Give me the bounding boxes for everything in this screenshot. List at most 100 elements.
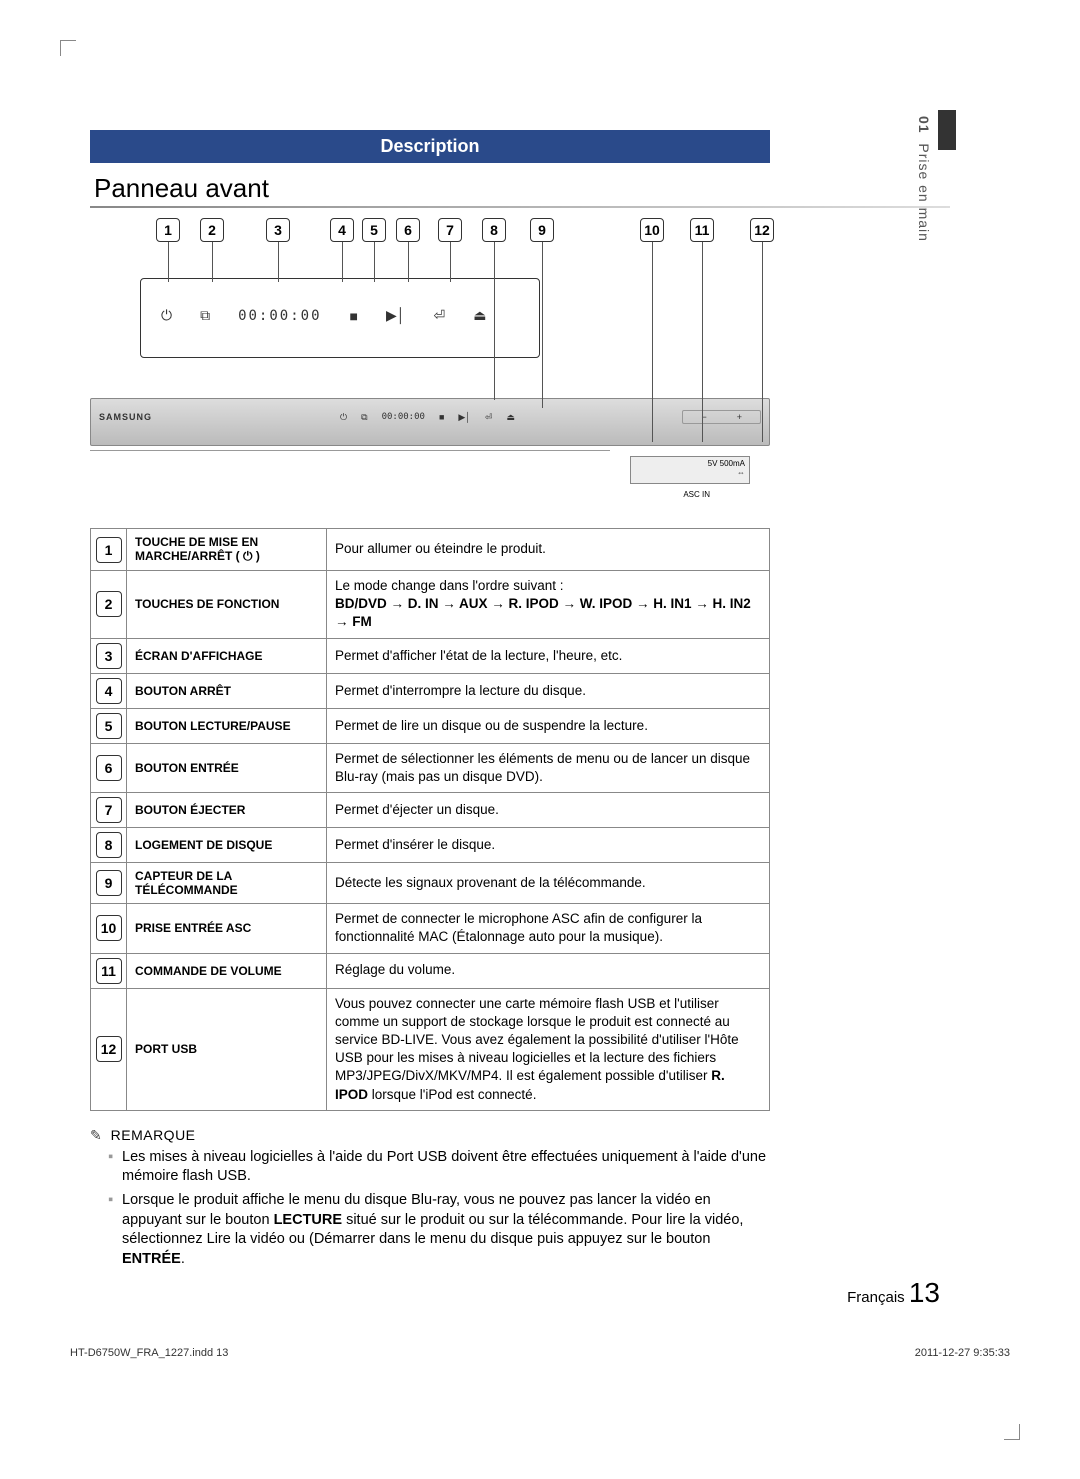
row-number: 7 <box>96 797 122 823</box>
remark-title: ✎ REMARQUE <box>90 1127 770 1144</box>
leader-5 <box>374 242 375 282</box>
title-underline <box>90 206 950 208</box>
device-display: 00:00:00 <box>382 412 425 422</box>
row-desc: Permet de lire un disque ou de suspendre… <box>327 708 770 743</box>
remark-block: ✎ REMARQUE Les mises à niveau logicielle… <box>90 1127 770 1269</box>
device-icon: ⧉ <box>361 412 367 423</box>
disc-tray-line <box>90 450 610 451</box>
callout-7: 7 <box>438 218 462 242</box>
row-term: PORT USB <box>127 988 327 1110</box>
zoom-icon-6: ⏏ <box>473 307 486 324</box>
crop-mark-br <box>1004 1424 1020 1440</box>
row-term: COMMANDE DE VOLUME <box>127 953 327 988</box>
device-icon: ⏻ <box>340 412 347 423</box>
table-row: 11COMMANDE DE VOLUMERéglage du volume. <box>91 953 770 988</box>
leader-1 <box>168 242 169 282</box>
table-row: 8LOGEMENT DE DISQUEPermet d'insérer le d… <box>91 828 770 863</box>
section-title: Panneau avant <box>90 173 950 204</box>
row-number: 2 <box>96 591 122 617</box>
device-icon: ⏎ <box>485 412 493 423</box>
leader-3 <box>278 242 279 282</box>
callout-5: 5 <box>362 218 386 242</box>
leader-7 <box>450 242 451 282</box>
zoom-box: ⏻⧉00:00:00■▶│⏎⏏ <box>140 278 540 358</box>
row-desc: Permet de connecter le microphone ASC af… <box>327 904 770 953</box>
page-lang: Français <box>847 1289 905 1306</box>
callouts-row: 123456789101112 <box>90 218 950 248</box>
row-desc: Vous pouvez connecter une carte mémoire … <box>327 988 770 1110</box>
spec-table: 1TOUCHE DE MISE EN MARCHE/ARRÊT ( ⏻ )Pou… <box>90 528 770 1111</box>
side-tab-dark <box>938 110 956 150</box>
footer-right: 2011-12-27 9:35:33 <box>915 1347 1010 1359</box>
row-number: 10 <box>96 915 122 941</box>
row-term: PRISE ENTRÉE ASC <box>127 904 327 953</box>
table-row: 12PORT USBVous pouvez connecter une cart… <box>91 988 770 1110</box>
row-term: ÉCRAN D'AFFICHAGE <box>127 638 327 673</box>
table-row: 9CAPTEUR DE LA TÉLÉCOMMANDEDétecte les s… <box>91 863 770 904</box>
leader-12 <box>762 242 763 442</box>
device-icon: ■ <box>439 412 444 422</box>
zoom-icon-4: ▶│ <box>386 307 406 324</box>
remark-item: Les mises à niveau logicielles à l'aide … <box>108 1148 770 1187</box>
row-desc: Détecte les signaux provenant de la télé… <box>327 863 770 904</box>
usb-spec: 5V 500mA <box>708 459 745 468</box>
row-term: BOUTON ARRÊT <box>127 673 327 708</box>
callout-9: 9 <box>530 218 554 242</box>
row-term: TOUCHE DE MISE EN MARCHE/ARRÊT ( ⏻ ) <box>127 529 327 571</box>
callout-4: 4 <box>330 218 354 242</box>
table-row: 1TOUCHE DE MISE EN MARCHE/ARRÊT ( ⏻ )Pou… <box>91 529 770 571</box>
leader-11 <box>702 242 703 442</box>
row-number: 6 <box>96 755 122 781</box>
zoom-icon-1: ⧉ <box>200 307 210 324</box>
table-row: 5BOUTON LECTURE/PAUSEPermet de lire un d… <box>91 708 770 743</box>
row-number: 11 <box>96 958 122 984</box>
row-number: 4 <box>96 678 122 704</box>
front-panel-diagram: 123456789101112 ⏻⧉00:00:00■▶│⏎⏏ SAMSUNG⏻… <box>90 218 950 508</box>
usb-port-icon: 5V 500mA ⇔ <box>630 456 750 484</box>
row-number: 12 <box>96 1036 122 1062</box>
leader-4 <box>342 242 343 282</box>
page-number: Français 13 <box>847 1277 940 1309</box>
footer-line: HT-D6750W_FRA_1227.indd 13 2011-12-27 9:… <box>70 1347 1010 1359</box>
leader-6 <box>408 242 409 282</box>
row-desc: Permet d'éjecter un disque. <box>327 793 770 828</box>
zoom-icon-3: ■ <box>350 308 358 324</box>
device-icon: ⏏ <box>506 412 515 423</box>
callout-2: 2 <box>200 218 224 242</box>
remark-list: Les mises à niveau logicielles à l'aide … <box>90 1148 770 1269</box>
device-control-strip: SAMSUNG⏻⧉00:00:00■▶│⏎⏏−+ <box>99 407 761 427</box>
callout-3: 3 <box>266 218 290 242</box>
brand-logo: SAMSUNG <box>99 412 152 422</box>
volume-control: −+ <box>682 410 761 424</box>
row-number: 1 <box>96 537 122 563</box>
row-term: TOUCHES DE FONCTION <box>127 571 327 639</box>
callout-1: 1 <box>156 218 180 242</box>
leader-9 <box>542 242 543 408</box>
description-bar: Description <box>90 130 770 163</box>
vol-plus: + <box>737 412 742 422</box>
page-num: 13 <box>909 1277 940 1308</box>
footer-left: HT-D6750W_FRA_1227.indd 13 <box>70 1347 228 1359</box>
note-icon: ✎ <box>90 1127 102 1143</box>
callout-11: 11 <box>690 218 714 242</box>
zoom-icon-row: ⏻⧉00:00:00■▶│⏎⏏ <box>141 279 539 352</box>
crop-mark-tl <box>60 40 76 56</box>
row-number: 3 <box>96 643 122 669</box>
row-desc: Pour allumer ou éteindre le produit. <box>327 529 770 571</box>
row-term: LOGEMENT DE DISQUE <box>127 828 327 863</box>
callout-6: 6 <box>396 218 420 242</box>
table-row: 3ÉCRAN D'AFFICHAGEPermet d'afficher l'ét… <box>91 638 770 673</box>
callout-8: 8 <box>482 218 506 242</box>
table-row: 2TOUCHES DE FONCTIONLe mode change dans … <box>91 571 770 639</box>
row-number: 9 <box>96 870 122 896</box>
row-desc: Permet d'interrompre la lecture du disqu… <box>327 673 770 708</box>
row-desc: Permet de sélectionner les éléments de m… <box>327 743 770 792</box>
row-term: CAPTEUR DE LA TÉLÉCOMMANDE <box>127 863 327 904</box>
row-term: BOUTON LECTURE/PAUSE <box>127 708 327 743</box>
zoom-icon-5: ⏎ <box>434 307 446 324</box>
leader-8 <box>494 242 495 400</box>
zoom-icon-0: ⏻ <box>161 307 172 324</box>
device-body: SAMSUNG⏻⧉00:00:00■▶│⏎⏏−+ <box>90 398 770 446</box>
row-term: BOUTON ÉJECTER <box>127 793 327 828</box>
usb-symbol: ⇔ <box>737 468 745 477</box>
